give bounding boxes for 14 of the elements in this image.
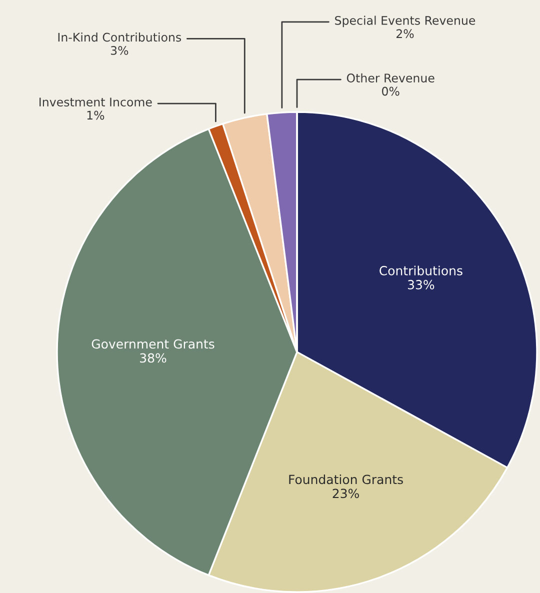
- slice-label: In-Kind Contributions: [58, 32, 182, 42]
- data-label: 23%: [332, 488, 359, 498]
- data-label: 33%: [408, 280, 434, 290]
- slice-label: Special Events Revenue: [335, 16, 476, 28]
- slice-label: Foundation Grants: [289, 474, 403, 484]
- slice-label: Contributions: [380, 266, 462, 276]
- data-label: 2%: [396, 29, 414, 38]
- slice-label: Government Grants: [92, 339, 214, 349]
- data-label: 38%: [140, 353, 166, 363]
- data-label: 1%: [87, 110, 104, 120]
- data-label: 3%: [110, 46, 128, 55]
- text: 0%: [382, 86, 400, 96]
- slice-label: Investment Income: [40, 98, 152, 106]
- category-label: Other Revenue: [346, 73, 434, 82]
